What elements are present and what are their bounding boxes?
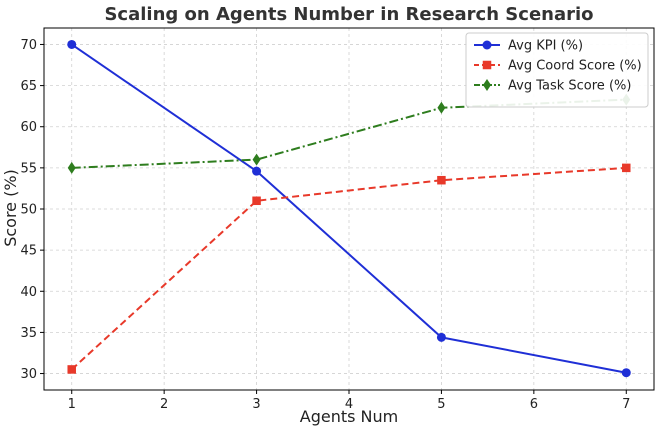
legend-label: Avg Coord Score (%): [508, 59, 642, 74]
x-tick-label: 6: [530, 397, 538, 412]
legend-marker-swatch: [482, 60, 492, 70]
legend-marker-swatch: [482, 40, 492, 50]
chart-title: Scaling on Agents Number in Research Sce…: [104, 4, 593, 25]
x-axis-ticks: 1 2 3 4 5 6 7: [68, 390, 630, 412]
data-point: [622, 163, 631, 173]
series-1: [67, 39, 631, 378]
series-3: [67, 93, 631, 174]
series-line: [71, 98, 627, 169]
data-point: [67, 161, 76, 174]
y-axis-label: Score (%): [1, 169, 20, 247]
legend-item: Avg Task Score (%): [474, 79, 631, 94]
y-tick-label: 55: [20, 161, 37, 176]
series-line: [71, 166, 627, 371]
y-tick-label: 70: [20, 38, 37, 53]
x-tick-label: 1: [68, 397, 76, 412]
x-tick-label: 5: [437, 397, 445, 412]
x-tick-label: 2: [160, 397, 168, 412]
y-tick-label: 30: [20, 367, 37, 382]
data-point: [436, 332, 446, 342]
x-tick-label: 7: [622, 397, 630, 412]
series-line: [71, 43, 627, 374]
data-point: [252, 153, 261, 166]
data-point: [621, 368, 631, 378]
data-point: [67, 39, 77, 49]
legend-box: [465, 32, 649, 108]
legend-item: Avg Coord Score (%): [474, 59, 642, 74]
y-tick-label: 60: [20, 120, 37, 135]
y-axis-ticks: 30 35 40 45 50 55 60 65 70: [20, 38, 44, 382]
data-point: [252, 196, 261, 206]
y-tick-label: 40: [20, 285, 37, 300]
y-tick-label: 65: [20, 79, 37, 94]
legend-marker-swatch: [483, 79, 491, 91]
x-tick-label: 3: [252, 397, 260, 412]
series-layer: [67, 39, 631, 378]
y-tick-label: 45: [20, 244, 37, 259]
x-axis-label: Agents Num: [300, 407, 398, 426]
data-point: [437, 101, 446, 114]
legend-item: Avg KPI (%): [474, 39, 583, 54]
y-tick-label: 35: [20, 326, 37, 341]
data-point: [252, 166, 262, 176]
y-tick-label: 50: [20, 203, 37, 218]
legend: Avg KPI (%) Avg Coord Score (%) Avg Task S…: [465, 32, 649, 108]
data-point: [67, 365, 76, 374]
legend-label: Avg KPI (%): [508, 39, 583, 54]
data-point: [437, 175, 446, 185]
x-tick-label: 4: [345, 397, 353, 412]
series-2: [67, 163, 631, 374]
legend-label: Avg Task Score (%): [508, 79, 631, 94]
